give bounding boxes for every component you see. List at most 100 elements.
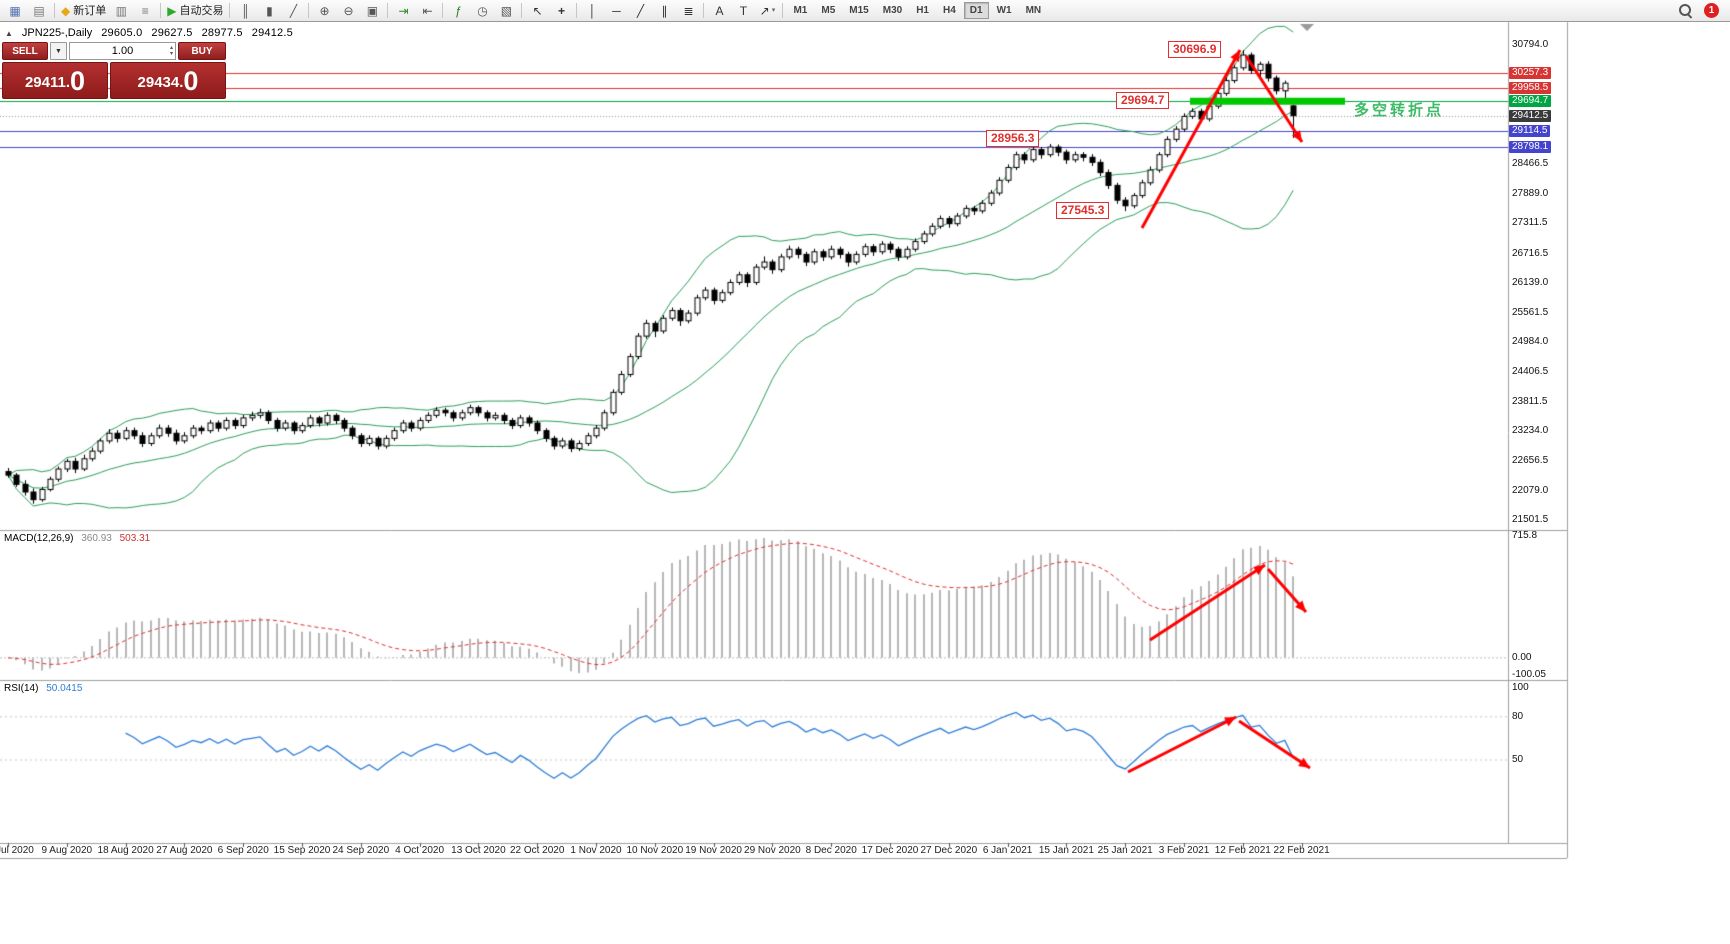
timeframe-m15[interactable]: M15 [849,5,869,16]
search-icon[interactable] [1673,1,1697,21]
price-tick-label: 26139.0 [1512,277,1549,289]
toolbar-separator [521,3,523,18]
channel-icon: ∥ [661,3,668,18]
date-label: 24 Sep 2020 [332,845,390,856]
bar-chart-mode-icon[interactable]: ║ [233,1,257,21]
toolbar-separator [308,3,310,18]
price-tick-label: 27889.0 [1512,187,1549,199]
sell-price[interactable]: 29411. 0 [2,62,108,99]
price-line-label: 30257.3 [1509,66,1552,79]
chart-shift-icon: ⇤ [422,3,433,18]
buy-price[interactable]: 29434. 0 [110,62,226,99]
text-label-icon: T [739,3,748,18]
date-label: 12 Feb 2021 [1214,845,1271,856]
price-figure: 29411. [24,74,71,91]
timeframe-h4[interactable]: H4 [942,5,956,16]
date-label: 25 Jan 2021 [1097,845,1153,856]
ohlc-close: 29412.5 [251,27,293,39]
one-click-trading-panel: SELL ▼ ▴ ▾ BUY 29411.0 29434.0 [2,42,226,99]
fibonacci-icon[interactable]: ≣ [676,1,700,21]
trendline-icon: ╱ [636,3,645,18]
candlestick-mode-icon[interactable]: ▮ [257,1,281,21]
toolbar-right: 1 [1673,1,1727,21]
zoom-in-icon[interactable]: ⊕ [312,1,336,21]
periods-icon[interactable]: ◷ [470,1,494,21]
tile-windows-icon[interactable]: ▣ [360,1,384,21]
new-chart-icon: ▦ [9,3,21,18]
timeframe-mn[interactable]: MN [1025,5,1042,16]
cursor-icon[interactable]: ↖ [525,1,549,21]
date-label: 15 Sep 2020 [273,845,331,856]
trendline-icon[interactable]: ╱ [628,1,652,21]
price-tick-label: 27311.5 [1512,217,1548,229]
macd-scale-label: -100.05 [1512,668,1546,680]
toolbar-separator [54,3,55,18]
price-tick-label: 22079.0 [1512,484,1549,496]
timeframe-m5[interactable]: M5 [821,5,836,16]
new-chart-icon[interactable]: ▦ [3,1,27,21]
tick-chart-icon[interactable]: ▥ [109,1,133,21]
price-line-label: 29694.7 [1509,95,1552,108]
timeframe-h1[interactable]: H1 [916,5,929,16]
channel-icon[interactable]: ∥ [652,1,676,21]
date-label: 22 Oct 2020 [509,845,565,856]
macd-scale-label: 715.8 [1512,530,1538,542]
rsi-title: RSI(14) 50.0415 [4,683,82,694]
sell-button[interactable]: SELL [2,42,48,60]
new-order-button[interactable]: ◆ 新订单 [58,1,109,21]
volume-input[interactable] [70,44,175,58]
timeframe-d1[interactable]: D1 [963,2,989,19]
date-label: 29 Nov 2020 [744,845,801,856]
arrows-icon[interactable]: ↗ ▾ [755,1,779,21]
toolbar-separator [703,3,705,18]
ohlc-high: 29627.5 [151,27,193,39]
spin-up-icon[interactable]: ▴ [169,45,173,51]
price-tick-label: 30794.0 [1512,39,1549,51]
macd-signal-value: 503.31 [119,533,151,544]
date-label: 6 Sep 2020 [217,845,269,856]
toolbar: ▦ ▤ ◆ 新订单 ▥ ≡ ▶ 自动交易 ║ ▮ ╱ ⊕ ⊖ ▣ ⇥ ⇤ ƒ ◷ ▧ ↖ + │ ─ ╱ ∥ ≣ A T ↗ ▾ M1 M5… [0,0,1730,22]
order-type-dropdown[interactable]: ▼ [50,42,67,60]
crosshair-icon[interactable]: + [549,1,573,21]
price-tick-label: 28466.5 [1512,158,1549,170]
timeframe-m1[interactable]: M1 [793,5,808,16]
profiles-icon[interactable]: ▤ [27,1,51,21]
text-icon: A [715,3,724,18]
line-chart-mode-icon[interactable]: ╱ [281,1,305,21]
auto-scroll-icon[interactable]: ⇥ [391,1,415,21]
timeframe-bar: M1 M5 M15 M30 H1 H4 D1 W1 MN [786,2,1048,19]
text-label-icon[interactable]: T [731,1,755,21]
timeframe-w1[interactable]: W1 [996,5,1012,16]
market-depth-icon: ≡ [141,3,149,18]
text-icon[interactable]: A [707,1,731,21]
date-label: 19 Nov 2020 [685,845,742,856]
symbol-info: ▲ JPN225-,Daily 29605.0 29627.5 28977.5 … [5,27,293,39]
date-label: 15 Jan 2021 [1038,845,1094,856]
horizontal-line-icon[interactable]: ─ [604,1,628,21]
buy-button[interactable]: BUY [178,42,226,60]
toolbar-separator [442,3,444,18]
auto-scroll-icon: ⇥ [398,3,409,18]
date-label: 10 Nov 2020 [626,845,684,856]
profiles-icon: ▤ [33,3,45,18]
vertical-line-icon[interactable]: │ [580,1,604,21]
templates-icon[interactable]: ▧ [494,1,518,21]
crosshair-icon: + [557,3,565,18]
zoom-out-icon[interactable]: ⊖ [336,1,360,21]
spin-down-icon[interactable]: ▾ [169,51,173,57]
notification-badge[interactable]: 1 [1704,3,1719,18]
auto-trading-button[interactable]: ▶ 自动交易 [164,1,226,21]
volume-field: ▴ ▾ [69,42,176,60]
ohlc-open: 29605.0 [101,27,143,39]
indicators-icon[interactable]: ƒ [446,1,470,21]
toolbar-separator [782,3,784,18]
market-depth-icon[interactable]: ≡ [133,1,157,21]
date-label: 9 Aug 2020 [41,845,93,856]
one-click-collapse-icon[interactable]: ▲ [5,28,13,38]
timeframe-m30[interactable]: M30 [882,5,903,16]
rsi-label: RSI(14) [4,683,39,694]
chart-shift-icon[interactable]: ⇤ [415,1,439,21]
volume-spinner[interactable]: ▴ ▾ [170,44,173,58]
